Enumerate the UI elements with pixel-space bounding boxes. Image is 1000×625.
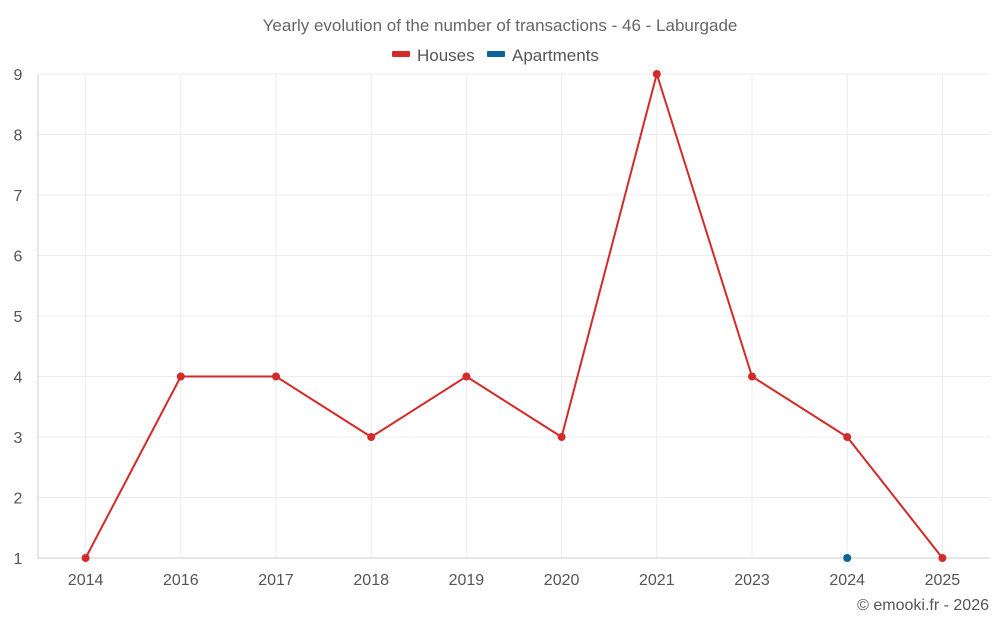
x-tick-label: 2023 (734, 572, 770, 589)
legend-item-apartments[interactable]: Apartments (487, 46, 599, 65)
data-point-houses[interactable] (843, 433, 852, 441)
y-tick-label: 1 (14, 551, 23, 568)
x-tick-label: 2016 (163, 572, 199, 589)
data-point-houses[interactable] (176, 372, 185, 381)
y-tick-label: 6 (14, 249, 23, 266)
grid (38, 73, 990, 559)
data-point-houses[interactable] (81, 554, 90, 562)
data-point-houses[interactable] (272, 372, 280, 381)
data-point-houses[interactable] (557, 433, 566, 441)
data-point-houses[interactable] (748, 372, 756, 381)
y-tick-label: 9 (14, 67, 23, 84)
legend-swatch-apartments (487, 51, 505, 57)
x-tick-label: 2020 (544, 572, 580, 589)
x-tick-label: 2018 (353, 572, 389, 589)
chart-title: Yearly evolution of the number of transa… (263, 16, 738, 35)
credit-text: © emooki.fr - 2026 (857, 597, 989, 614)
x-tick-label: 2024 (829, 572, 865, 589)
y-tick-label: 3 (14, 430, 23, 447)
series-line-houses (84, 73, 944, 559)
x-tick-labels: 2014 2016 2017 2018 2019 2020 2021 2023 2024 2025 (68, 572, 960, 589)
y-tick-label: 7 (14, 188, 23, 205)
data-point-houses[interactable] (367, 433, 376, 441)
y-tick-label: 4 (14, 370, 23, 387)
legend-label-houses: Houses (417, 46, 475, 65)
x-tick-label: 2025 (925, 572, 961, 589)
series (81, 70, 947, 562)
legend-label-apartments: Apartments (512, 46, 599, 65)
legend-item-houses[interactable]: Houses (392, 46, 475, 65)
data-point-houses[interactable] (462, 372, 471, 381)
x-tick-label: 2021 (639, 572, 675, 589)
y-tick-label: 2 (14, 491, 23, 508)
y-tick-label: 8 (14, 128, 23, 145)
legend: Houses Apartments (392, 46, 599, 65)
x-tick-label: 2014 (68, 572, 104, 589)
axes (37, 74, 990, 559)
y-tick-labels: 1 2 3 4 5 6 7 8 9 (14, 67, 23, 568)
data-point-houses[interactable] (938, 554, 947, 562)
x-tick-label: 2019 (449, 572, 485, 589)
data-point-houses[interactable] (652, 70, 661, 78)
x-tick-label: 2017 (258, 572, 294, 589)
data-point-apartments[interactable] (843, 554, 852, 562)
y-tick-label: 5 (14, 309, 23, 326)
legend-swatch-houses (392, 51, 410, 57)
